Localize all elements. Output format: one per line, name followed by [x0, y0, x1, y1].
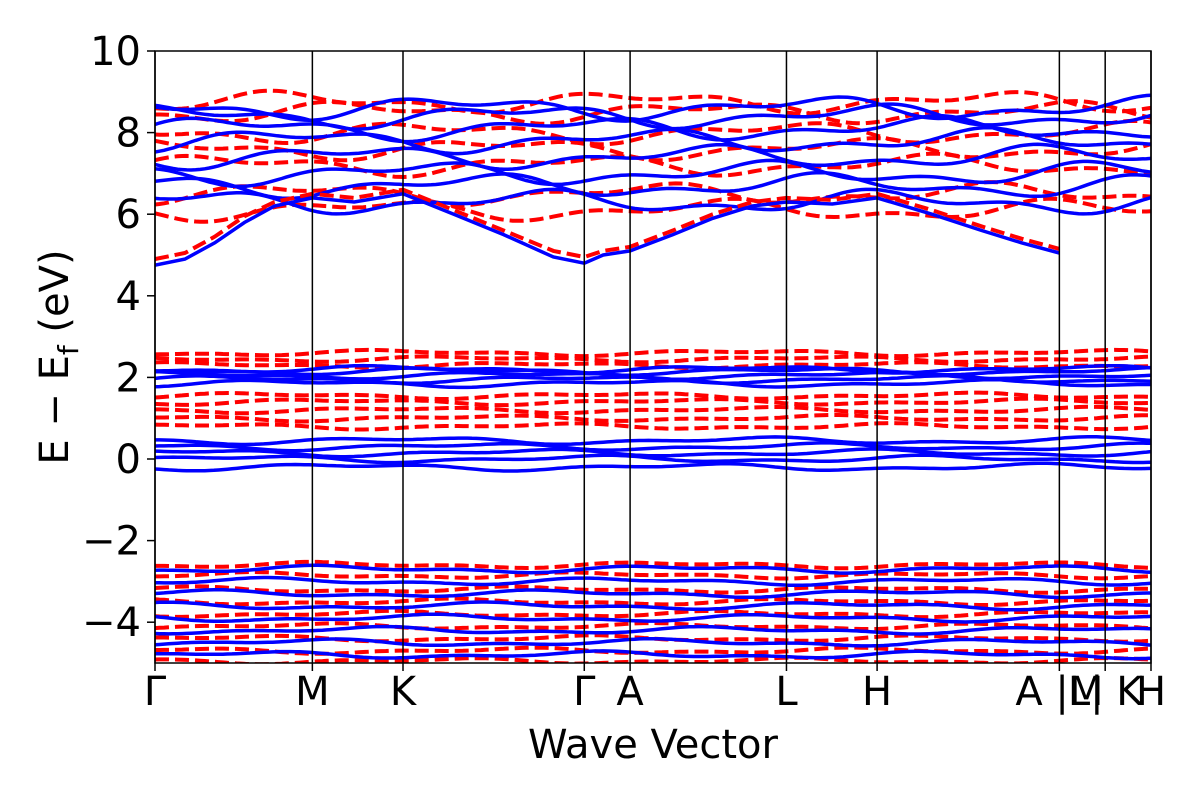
blue-solid-band [155, 636, 1151, 648]
red-dashed-band [155, 559, 1151, 571]
blue-solid-band [155, 93, 1151, 123]
y-tick-label: 0 [116, 437, 141, 483]
blue-solid-band [155, 435, 1151, 447]
blue-solid-band [155, 363, 1151, 375]
red-conduction-band-minimum [155, 187, 1060, 262]
y-axis-title-unit: (eV) [32, 249, 78, 345]
y-axis-title-subscript: f [52, 344, 85, 355]
blue-solid-band [155, 447, 1151, 459]
blue-solid-band [155, 125, 1151, 156]
x-axis-title: Wave Vector [528, 722, 779, 768]
y-tick-label: 2 [116, 355, 141, 401]
red-dashed-band [155, 347, 1151, 359]
blue-solid-band [155, 600, 1151, 612]
plot-frame [154, 50, 1152, 664]
blue-solid-band [155, 369, 1151, 382]
y-tick-label: −2 [82, 519, 141, 565]
y-axis-ticks: −4 −2 0 2 4 6 8 10 [82, 29, 155, 646]
y-tick-label: −4 [82, 600, 141, 646]
blue-solid-band [155, 187, 1151, 216]
blue-solid-band [155, 158, 1151, 189]
x-tick-label: K [390, 669, 418, 715]
x-tick-label: H [862, 669, 892, 715]
blue-solid-band [155, 588, 1151, 600]
y-tick-label: 8 [116, 111, 141, 157]
blue-solid-band [155, 563, 1151, 575]
blue-solid-band [155, 142, 1151, 172]
red-dashed-band [155, 404, 1151, 416]
red-dashed-band [155, 596, 1151, 607]
x-tick-label: A [616, 669, 644, 715]
blue-solid-band [155, 624, 1151, 636]
y-axis-title: E − Ef (eV) [32, 249, 85, 464]
x-tick-label: Γ [144, 669, 167, 715]
blue-solid-band [155, 461, 1151, 473]
x-tick-label: A |M [1015, 669, 1103, 715]
blue-solid-band [155, 365, 1151, 377]
y-tick-label: 10 [90, 29, 141, 75]
y-tick-label: 4 [116, 274, 141, 320]
blue-solid-band [155, 102, 1151, 131]
red-dashed-band [155, 413, 1151, 424]
blue-solid-band [155, 649, 1151, 661]
y-tick-label: 6 [116, 192, 141, 238]
blue-conduction-band-minimum [155, 191, 1060, 267]
red-dashed-band [155, 421, 1151, 432]
blue-solid-band [155, 441, 1151, 453]
red-dashed-band [155, 396, 1151, 408]
red-dashed-band [155, 584, 1151, 595]
red-dashed-band [155, 354, 1151, 365]
bands-group [155, 88, 1151, 663]
red-dashed-band [155, 88, 1151, 116]
x-tick-label: L [775, 669, 798, 715]
blue-solid-band [155, 612, 1151, 624]
x-tick-label: L| K [1068, 669, 1144, 715]
y-axis-title-main: E − E [32, 355, 78, 465]
red-dashed-band [155, 196, 1151, 224]
x-tick-label: M [295, 669, 330, 715]
red-dashed-band [155, 570, 1151, 581]
x-tick-label: Γ [573, 669, 596, 715]
red-dashed-band [155, 390, 1151, 401]
red-dashed-band [155, 360, 1151, 371]
red-dashed-band [155, 608, 1151, 620]
x-tick-label: H [1136, 669, 1166, 715]
blue-solid-band [155, 575, 1151, 588]
red-dashed-band [155, 620, 1151, 631]
